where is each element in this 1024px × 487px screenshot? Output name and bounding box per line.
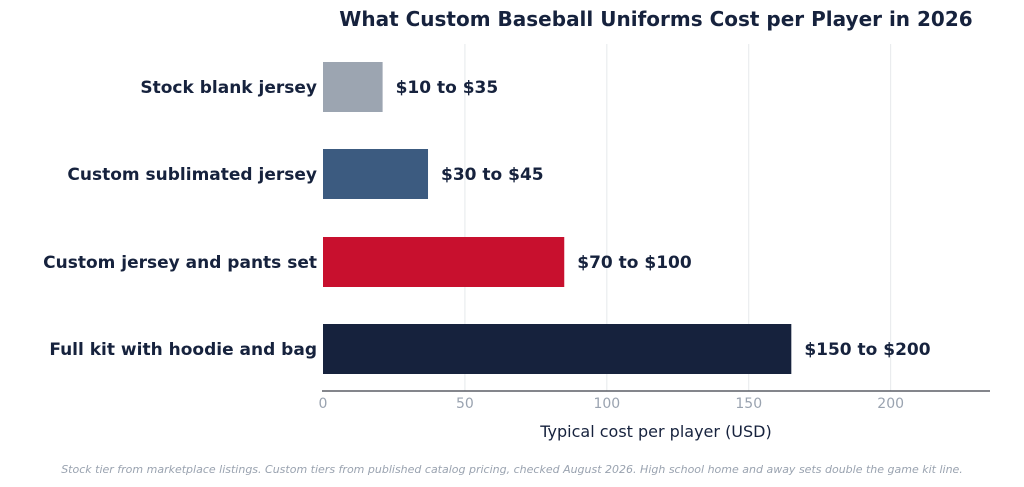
x-axis-title: Typical cost per player (USD) [539,422,771,441]
x-tick-label: 50 [456,396,474,412]
data-label: $150 to $200 [804,340,930,360]
chart-title: What Custom Baseball Uniforms Cost per P… [339,7,973,31]
axis-layer: 0 50 100 150 200 [319,390,990,412]
category-label: Custom sublimated jersey [67,165,317,185]
category-label: Stock blank jersey [140,78,317,98]
bar [323,62,383,112]
data-label: $70 to $100 [577,253,692,273]
x-tick-label: 200 [877,396,904,412]
category-label: Custom jersey and pants set [43,253,317,273]
bar [323,149,429,199]
bar [323,237,565,287]
footnote: Stock tier from marketplace listings. Cu… [61,463,963,476]
label-layer: Stock blank jersey $10 to $35 Custom subli… [43,78,931,360]
x-tick-label: 0 [319,396,328,412]
bar-layer [323,62,792,374]
x-tick-label: 100 [593,396,620,412]
data-label: $30 to $45 [441,165,544,185]
bar [323,324,792,374]
x-tick-label: 150 [735,396,762,412]
data-label: $10 to $35 [396,78,499,98]
category-label: Full kit with hoodie and bag [49,340,317,360]
